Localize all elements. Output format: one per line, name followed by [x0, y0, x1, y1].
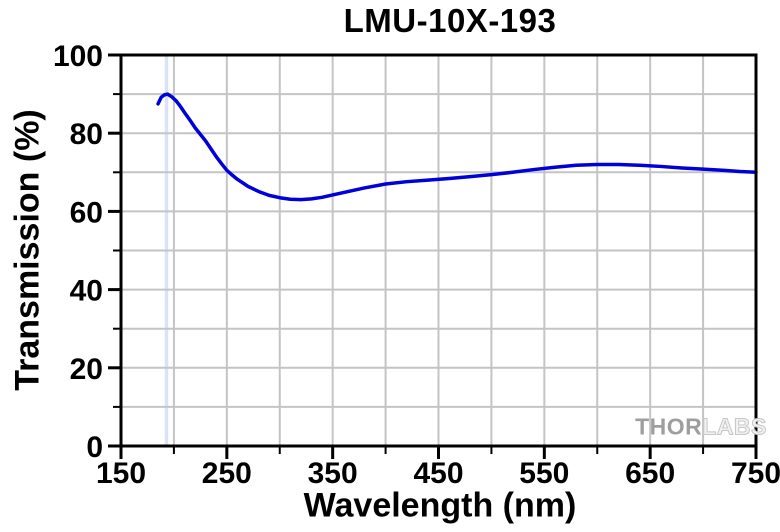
y-tick-label: 80: [70, 118, 103, 151]
x-axis-title: Wavelength (nm): [303, 486, 577, 525]
transmission-curve: [156, 92, 758, 202]
x-tick-label: 450: [413, 457, 463, 490]
x-tick-label: 650: [625, 457, 675, 490]
y-tick-label: 40: [70, 275, 103, 308]
y-tick-label: 60: [70, 196, 103, 229]
y-tick-label: 20: [70, 353, 103, 386]
x-tick-label: 250: [202, 457, 252, 490]
thorlabs-watermark: THORLABS: [635, 413, 767, 441]
x-tick-label: 350: [308, 457, 358, 490]
y-tick-label: 0: [86, 431, 103, 464]
chart-title: LMU-10X-193: [343, 2, 557, 39]
y-tick-label: 100: [53, 40, 103, 73]
x-tick-label: 550: [519, 457, 569, 490]
plot-frame: [119, 53, 758, 448]
x-tick-label: 750: [731, 457, 780, 490]
watermark-thor: THOR: [635, 413, 703, 440]
x-tick-label: 150: [96, 457, 146, 490]
watermark-labs: LABS: [702, 413, 767, 440]
